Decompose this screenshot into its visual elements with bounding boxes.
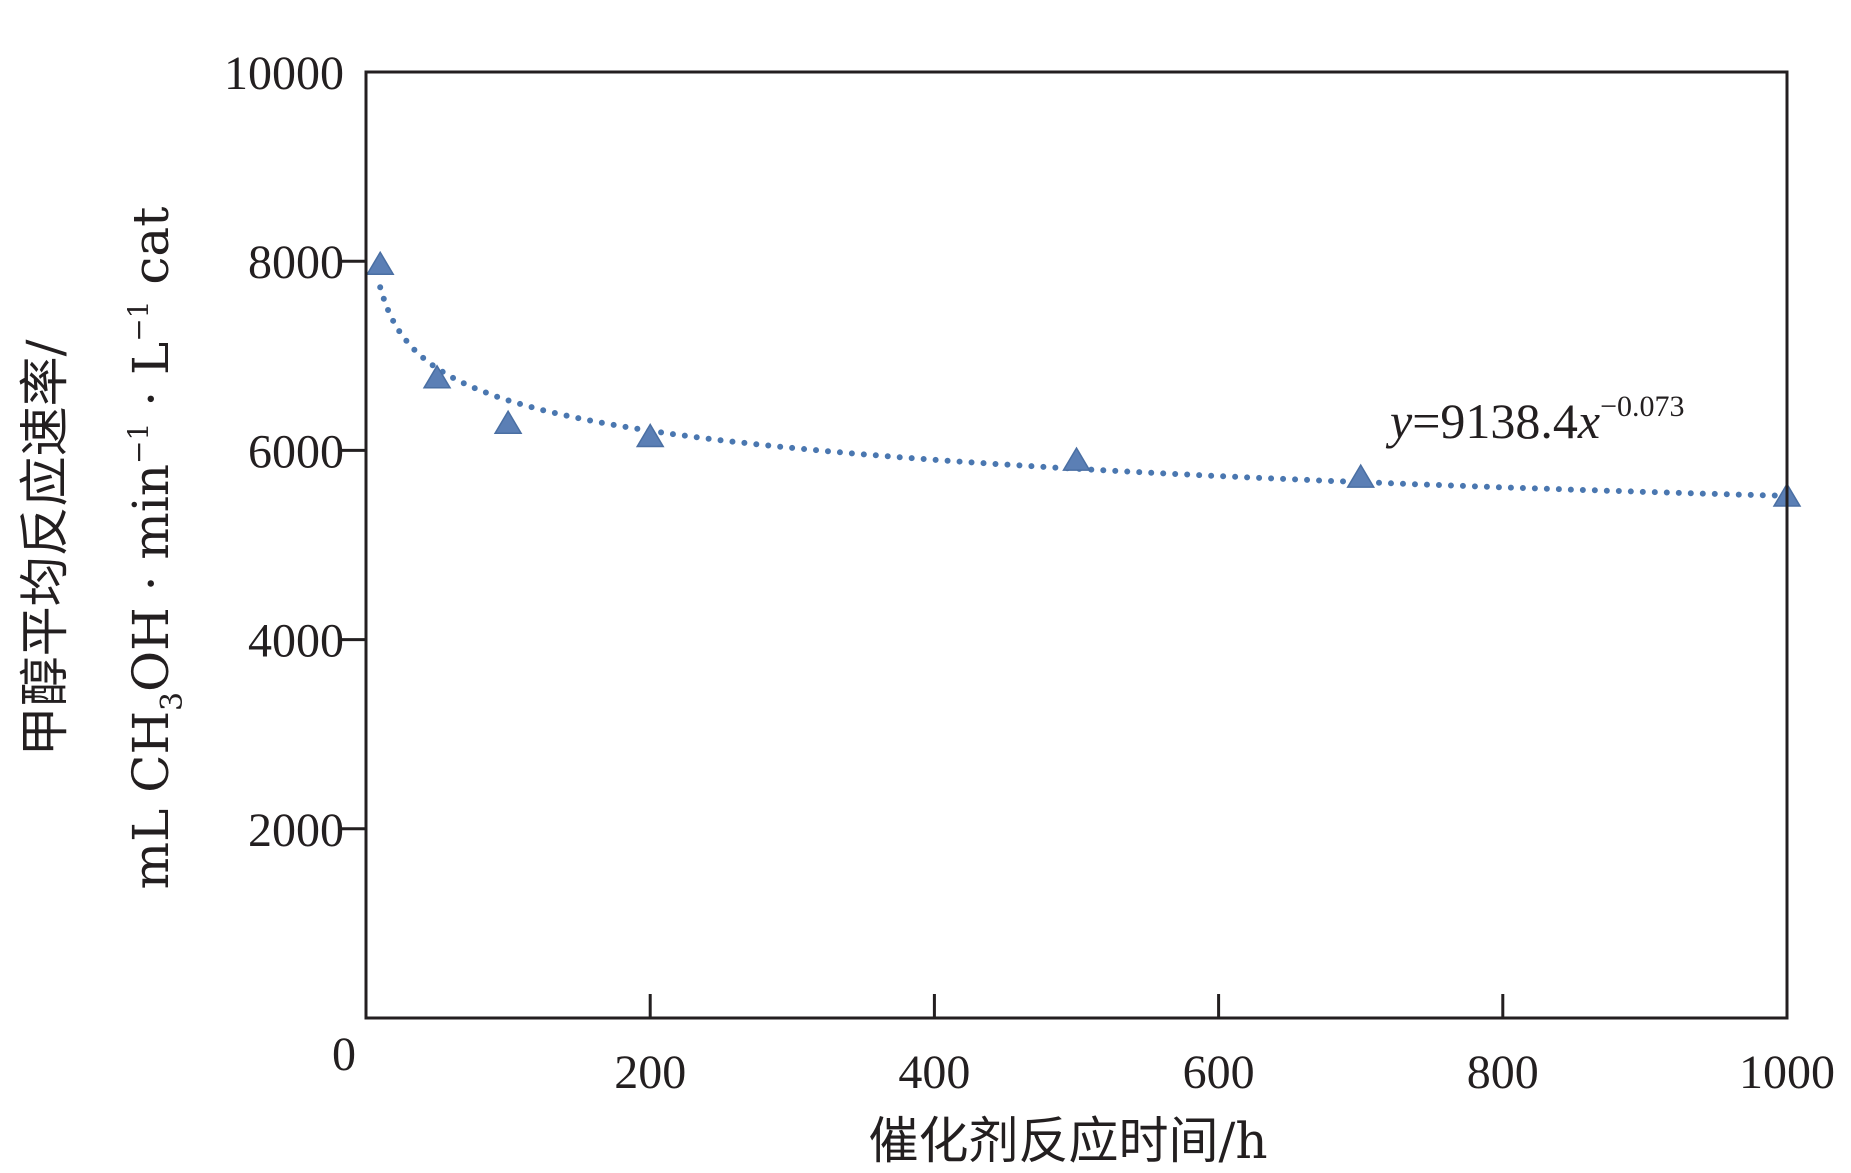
y-tick-label-2000: 2000: [248, 804, 344, 857]
trendline-equation: y=9138.4x−0.073: [1385, 390, 1685, 449]
data-point-700: [1346, 463, 1376, 488]
y-tick-label-4000: 4000: [248, 615, 344, 668]
y-axis-title-line1: 甲醇平均反应速率/: [16, 339, 74, 756]
plot-frame: [364, 70, 1789, 1020]
data-point-10: [365, 250, 395, 276]
x-tick-label-400: 400: [898, 1046, 970, 1099]
axis-ticks: [342, 259, 1505, 1018]
data-points: [365, 250, 1802, 507]
data-point-100: [493, 409, 523, 434]
x-axis-title: 催化剂反应时间/h: [868, 1112, 1267, 1170]
y-tick-label-10000: 10000: [224, 47, 344, 100]
data-point-50: [422, 364, 452, 389]
trendline: [377, 284, 1790, 499]
x-tick-label-200: 200: [614, 1046, 686, 1099]
x-tick-label-1000: 1000: [1739, 1046, 1835, 1099]
y-axis-title-line2-group: mL CH3OH · min−1 · L−1 cat: [122, 207, 190, 890]
y-tick-label-8000: 8000: [248, 236, 344, 289]
x-tick-label-600: 600: [1183, 1046, 1255, 1099]
y-axis-title-line2: mL CH3OH · min−1 · L−1 cat: [122, 207, 190, 890]
data-point-200: [635, 422, 665, 448]
data-point-500: [1062, 446, 1091, 471]
y-tick-label-6000: 6000: [248, 425, 344, 478]
x-tick-label-800: 800: [1467, 1046, 1539, 1099]
tick-labels: 0 200 400 600 800 1000 2000 4000 6000 8000 10000: [224, 47, 1835, 1099]
trendline-group: [377, 284, 1790, 499]
y-axis-title-line1-group: 甲醇平均反应速率/: [16, 339, 74, 756]
x-tick-label-0: 0: [332, 1028, 356, 1081]
